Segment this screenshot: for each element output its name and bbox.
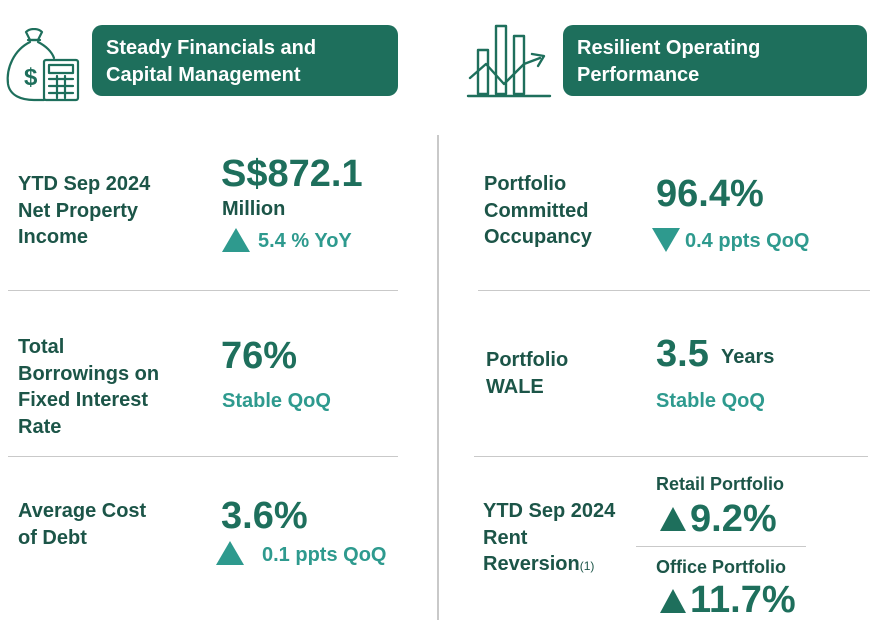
office-portfolio-value: 11.7% xyxy=(690,579,796,621)
rent-reversion-label-line-3: Reversion(1) xyxy=(483,551,615,578)
wale-unit: Years xyxy=(721,346,775,368)
left-banner-line-1: Steady Financials and xyxy=(106,37,317,59)
right-banner-line-1: Resilient Operating xyxy=(577,37,761,59)
rent-reversion-inner-divider xyxy=(636,546,806,547)
left-divider-1 xyxy=(8,290,398,291)
npi-unit: Million xyxy=(222,198,286,220)
right-divider-2 xyxy=(474,456,868,457)
occupancy-label-line-1: Portfolio xyxy=(484,173,567,195)
cost-of-debt-up-arrow-icon xyxy=(216,541,244,565)
npi-up-arrow-icon xyxy=(222,228,250,252)
retail-up-arrow-icon xyxy=(660,507,686,531)
occupancy-label-line-2: Committed xyxy=(484,199,589,222)
office-portfolio-label: Office Portfolio xyxy=(656,557,786,577)
vertical-divider xyxy=(437,135,439,620)
npi-label-line-3: Income xyxy=(18,226,89,248)
occupancy-change: 0.4 ppts QoQ xyxy=(685,230,810,252)
fixed-rate-value: 76% xyxy=(221,335,298,377)
wale-change: Stable QoQ xyxy=(656,390,765,412)
npi-label-line-1: YTD Sep 2024 xyxy=(18,173,151,195)
npi-value: S$872.1 xyxy=(221,153,363,195)
fixed-rate-label-line-2: Borrowings on xyxy=(18,362,160,385)
right-divider-1 xyxy=(478,290,870,291)
bar-chart-growth-icon xyxy=(466,24,552,98)
cost-of-debt-value: 3.6% xyxy=(221,495,308,537)
fixed-rate-label: Total Borrowings on Fixed Interest Rate xyxy=(18,334,159,440)
rent-reversion-label-line-1: YTD Sep 2024 xyxy=(483,500,616,522)
wale-label: Portfolio WALE xyxy=(486,347,568,400)
fixed-rate-change: Stable QoQ xyxy=(222,390,331,412)
retail-portfolio-value: 9.2% xyxy=(690,498,777,540)
right-banner-line-2: Performance xyxy=(577,64,700,86)
retail-portfolio-label: Retail Portfolio xyxy=(656,474,785,494)
footnote-marker: (1) xyxy=(579,559,595,573)
npi-change: 5.4 % YoY xyxy=(258,230,352,252)
money-bag-calculator-icon: $ xyxy=(6,28,80,102)
cost-of-debt-label-line-1: Average Cost xyxy=(18,500,147,522)
rent-reversion-label-line-2: Rent xyxy=(483,526,528,549)
cost-of-debt-label-line-2: of Debt xyxy=(18,526,87,549)
wale-value: 3.5 xyxy=(656,333,709,375)
wale-label-line-1: Portfolio xyxy=(486,349,569,371)
left-divider-2 xyxy=(8,456,398,457)
npi-label-line-2: Net Property xyxy=(18,199,139,222)
cost-of-debt-label: Average Cost of Debt xyxy=(18,498,146,551)
dollar-sign-icon: $ xyxy=(24,64,38,91)
fixed-rate-label-line-4: Rate xyxy=(18,415,62,438)
npi-label: YTD Sep 2024 Net Property Income xyxy=(18,171,150,251)
cost-of-debt-change: 0.1 ppts QoQ xyxy=(262,544,387,566)
rent-reversion-label-word: Reversion xyxy=(483,553,580,575)
rent-reversion-label: YTD Sep 2024 Rent Reversion(1) xyxy=(483,498,615,578)
occupancy-label-line-3: Occupancy xyxy=(484,226,592,248)
fixed-rate-label-line-3: Fixed Interest xyxy=(18,389,149,411)
office-up-arrow-icon xyxy=(660,589,686,613)
wale-label-line-2: WALE xyxy=(486,375,544,398)
right-section-banner: Resilient Operating Performance xyxy=(563,25,867,96)
left-section-banner: Steady Financials and Capital Management xyxy=(92,25,398,96)
occupancy-value: 96.4% xyxy=(656,173,764,215)
occupancy-label: Portfolio Committed Occupancy xyxy=(484,171,592,251)
fixed-rate-label-line-1: Total xyxy=(18,336,65,358)
left-banner-line-2: Capital Management xyxy=(106,64,301,86)
occupancy-down-arrow-icon xyxy=(652,228,680,252)
